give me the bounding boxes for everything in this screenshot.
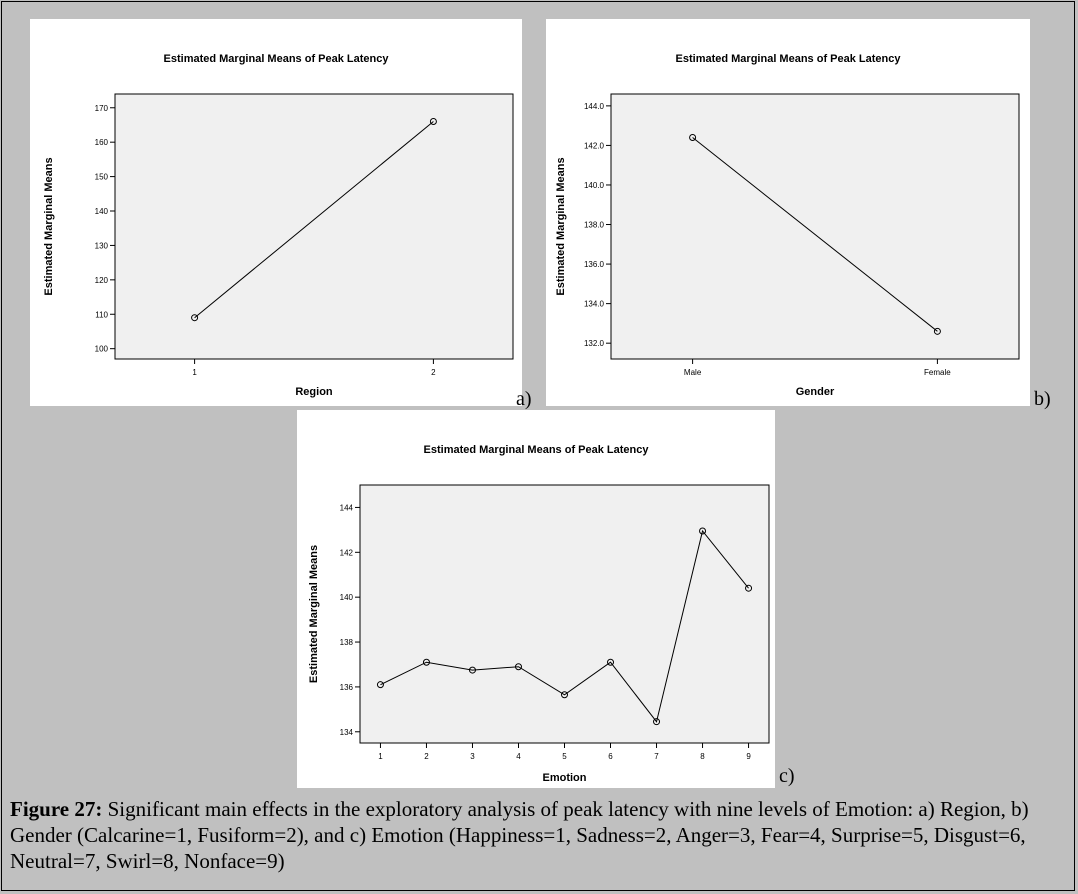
y-tick-label: 144 xyxy=(340,503,354,512)
y-tick-label: 110 xyxy=(95,310,108,319)
x-tick-label: 5 xyxy=(562,752,567,761)
series-line xyxy=(194,121,434,319)
data-point xyxy=(933,327,941,335)
y-tick-label: 120 xyxy=(95,276,109,285)
series-line xyxy=(380,529,749,723)
y-tick-label: 138 xyxy=(340,638,354,647)
x-tick-label: 8 xyxy=(700,752,705,761)
x-tick-label: 2 xyxy=(424,752,429,761)
x-axis-label: Gender xyxy=(796,386,835,398)
x-tick-label: 1 xyxy=(192,368,197,377)
y-axis-label: Estimated Marginal Means xyxy=(555,157,567,295)
data-point xyxy=(689,134,697,142)
x-tick-label: 1 xyxy=(378,752,383,761)
panel-tag-c: c) xyxy=(779,765,795,787)
y-tick-label: 136.0 xyxy=(584,260,605,269)
y-tick-label: 130 xyxy=(95,241,109,250)
plot-area xyxy=(114,93,514,360)
y-tick-label: 170 xyxy=(95,104,109,113)
chart-svg-c: Estimated Marginal Means of Peak Latency… xyxy=(308,444,770,784)
chart-title: Estimated Marginal Means of Peak Latency xyxy=(424,444,650,456)
y-tick-label: 132.0 xyxy=(584,339,605,348)
data-point xyxy=(191,314,199,322)
chart-panel-b: Estimated Marginal Means of Peak Latency… xyxy=(546,19,1030,406)
data-point xyxy=(376,681,384,689)
y-tick-label: 134 xyxy=(340,728,354,737)
y-tick-label: 136 xyxy=(340,683,354,692)
y-tick-label: 150 xyxy=(95,173,109,182)
x-tick-label: 3 xyxy=(470,752,475,761)
plot-area xyxy=(610,93,1020,360)
data-point xyxy=(514,663,522,671)
y-tick-label: 160 xyxy=(95,138,109,147)
chart-svg-b: Estimated Marginal Means of Peak Latency… xyxy=(555,53,1020,398)
x-tick-label: Male xyxy=(684,368,702,377)
y-tick-label: 138.0 xyxy=(584,221,605,230)
caption-label: Figure 27: xyxy=(10,797,103,821)
figure-caption: Figure 27: Significant main effects in t… xyxy=(10,796,1060,874)
data-point xyxy=(607,658,615,666)
y-tick-label: 134.0 xyxy=(584,300,605,309)
data-point xyxy=(745,584,753,592)
y-tick-label: 144.0 xyxy=(584,102,605,111)
x-axis-label: Emotion xyxy=(543,772,587,784)
y-tick-label: 140 xyxy=(340,593,354,602)
x-tick-label: 7 xyxy=(654,752,659,761)
x-axis-label: Region xyxy=(295,386,333,398)
y-tick-label: 100 xyxy=(95,345,109,354)
panel-tag-b: b) xyxy=(1034,388,1051,410)
x-tick-label: Female xyxy=(924,368,951,377)
y-axis-label: Estimated Marginal Means xyxy=(308,545,320,683)
x-tick-label: 9 xyxy=(746,752,751,761)
chart-title: Estimated Marginal Means of Peak Latency xyxy=(676,53,902,65)
panel-tag-a: a) xyxy=(516,388,532,410)
data-point xyxy=(653,718,661,726)
chart-svg-a: Estimated Marginal Means of Peak Latency… xyxy=(43,53,514,398)
series-line xyxy=(692,137,938,332)
data-point xyxy=(561,691,568,699)
data-point xyxy=(699,527,707,535)
x-tick-label: 4 xyxy=(516,752,521,761)
y-tick-label: 142 xyxy=(340,548,354,557)
data-point xyxy=(468,666,476,674)
data-point xyxy=(429,118,437,126)
y-tick-label: 140 xyxy=(95,207,109,216)
data-point xyxy=(422,658,430,666)
y-tick-label: 140.0 xyxy=(584,181,605,190)
x-tick-label: 2 xyxy=(431,368,436,377)
caption-text: Significant main effects in the explorat… xyxy=(10,797,1029,873)
plot-area xyxy=(359,484,770,744)
chart-panel-a: Estimated Marginal Means of Peak Latency… xyxy=(30,19,522,406)
chart-panel-c: Estimated Marginal Means of Peak Latency… xyxy=(297,410,775,788)
chart-title: Estimated Marginal Means of Peak Latency xyxy=(164,53,390,65)
y-tick-label: 142.0 xyxy=(584,141,605,150)
y-axis-label: Estimated Marginal Means xyxy=(43,157,55,295)
x-tick-label: 6 xyxy=(608,752,613,761)
